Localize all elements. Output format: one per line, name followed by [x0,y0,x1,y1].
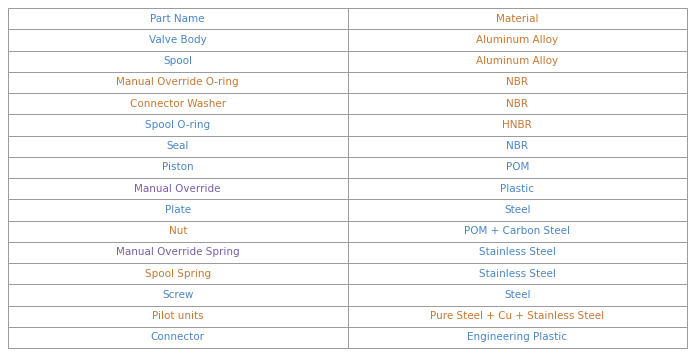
Text: Spool O-ring: Spool O-ring [145,120,211,130]
Text: POM: POM [505,162,529,172]
Text: NBR: NBR [506,141,528,151]
Text: POM + Carbon Steel: POM + Carbon Steel [464,226,571,236]
Text: Material: Material [496,14,539,23]
Text: Part Name: Part Name [151,14,205,23]
Text: Aluminum Alloy: Aluminum Alloy [476,56,558,66]
Text: NBR: NBR [506,77,528,87]
Text: Engineering Plastic: Engineering Plastic [467,333,567,342]
Text: Plate: Plate [165,205,191,215]
Text: Aluminum Alloy: Aluminum Alloy [476,35,558,45]
Text: Valve Body: Valve Body [149,35,206,45]
Text: Pilot units: Pilot units [152,311,204,321]
Text: Steel: Steel [504,290,530,300]
Text: Plastic: Plastic [500,184,534,194]
Text: Manual Override: Manual Override [135,184,221,194]
Text: Connector Washer: Connector Washer [130,99,226,109]
Text: Spool: Spool [163,56,193,66]
Text: NBR: NBR [506,99,528,109]
Text: HNBR: HNBR [502,120,532,130]
Text: Steel: Steel [504,205,530,215]
Text: Piston: Piston [162,162,194,172]
Text: Pure Steel + Cu + Stainless Steel: Pure Steel + Cu + Stainless Steel [430,311,605,321]
Text: Nut: Nut [168,226,187,236]
Text: Connector: Connector [151,333,205,342]
Text: Screw: Screw [162,290,193,300]
Text: Seal: Seal [167,141,189,151]
Text: Spool Spring: Spool Spring [145,269,211,279]
Text: Manual Override Spring: Manual Override Spring [116,247,240,257]
Text: Stainless Steel: Stainless Steel [479,247,556,257]
Text: Stainless Steel: Stainless Steel [479,269,556,279]
Text: Manual Override O-ring: Manual Override O-ring [117,77,239,87]
